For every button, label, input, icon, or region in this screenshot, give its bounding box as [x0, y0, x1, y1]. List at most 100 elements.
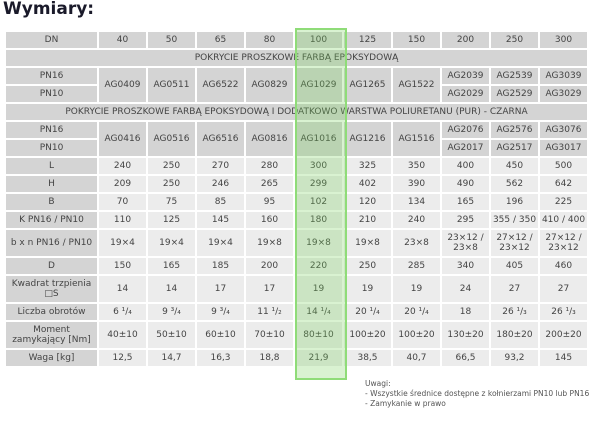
row-value: 642 — [540, 176, 587, 192]
row-value: 14 — [99, 276, 146, 302]
table-row: b x n PN16 / PN10 19×4 19×4 19×4 19×8 19×8 19×… — [6, 230, 587, 256]
row-value: 27×12 / 23×12 — [540, 230, 587, 256]
product-code: AG1216 — [344, 122, 391, 156]
row-value: 165 — [442, 194, 489, 210]
product-code: AG6516 — [197, 122, 244, 156]
product-code: AG0516 — [148, 122, 195, 156]
row-value: 295 — [442, 212, 489, 228]
row-value: 18 — [442, 304, 489, 320]
row-value: 165 — [148, 258, 195, 274]
dn-value: 80 — [246, 32, 293, 48]
product-code: AG6522 — [197, 68, 244, 102]
row-label: Liczba obrotów — [6, 304, 97, 320]
row-label: Waga [kg] — [6, 350, 97, 366]
table-row: H 209 250 246 265 299 402 390 490 562 642 — [6, 176, 587, 192]
row-value: 27×12 / 23×12 — [491, 230, 538, 256]
product-code-pn10: AG2029 — [442, 86, 489, 102]
page-title: Wymiary: — [3, 0, 95, 19]
row-value: 125 — [148, 212, 195, 228]
row-value: 180 — [295, 212, 342, 228]
row-value: 20 ¹/₄ — [393, 304, 440, 320]
row-value: 390 — [393, 176, 440, 192]
row-value: 100±20 — [344, 322, 391, 348]
row-value: 270 — [197, 158, 244, 174]
row-value: 19×4 — [99, 230, 146, 256]
row-value: 19 — [344, 276, 391, 302]
table-row: B 70 75 85 95 102 120 134 165 196 225 — [6, 194, 587, 210]
row-value: 250 — [344, 258, 391, 274]
row-value: 450 — [491, 158, 538, 174]
row-value: 110 — [99, 212, 146, 228]
row-value: 23×8 — [393, 230, 440, 256]
row-value: 20 ¹/₄ — [344, 304, 391, 320]
product-code-pn10: AG2017 — [442, 140, 489, 156]
row-value: 11 ¹/₂ — [246, 304, 293, 320]
row-value: 27 — [491, 276, 538, 302]
row-value: 102 — [295, 194, 342, 210]
header-row: DN 40 50 65 80 100 125 150 200 250 300 — [6, 32, 587, 48]
row-value: 220 — [295, 258, 342, 274]
row-value: 240 — [99, 158, 146, 174]
product-code: AG0829 — [246, 68, 293, 102]
product-code-pn10: AG2517 — [491, 140, 538, 156]
row-value: 325 — [344, 158, 391, 174]
dn-value: 40 — [99, 32, 146, 48]
row-value: 93,2 — [491, 350, 538, 366]
row-value: 145 — [197, 212, 244, 228]
row-value: 19×8 — [295, 230, 342, 256]
row-value: 14 — [148, 276, 195, 302]
pn10-row: PN10 AG2017 AG2517 AG3017 — [6, 140, 587, 156]
row-label: H — [6, 176, 97, 192]
table-row: D 150 165 185 200 220 250 285 340 405 460 — [6, 258, 587, 274]
row-value: 280 — [246, 158, 293, 174]
product-code-pn16: AG3039 — [540, 68, 587, 84]
row-value: 21,9 — [295, 350, 342, 366]
row-value: 24 — [442, 276, 489, 302]
product-code: AG1516 — [393, 122, 440, 156]
dn-value: 65 — [197, 32, 244, 48]
row-value: 299 — [295, 176, 342, 192]
row-value: 14,7 — [148, 350, 195, 366]
row-value: 19×8 — [246, 230, 293, 256]
row-value: 9 ³/₄ — [197, 304, 244, 320]
product-code-pn10: AG3017 — [540, 140, 587, 156]
table-row: Kwadrat trzpienia □S 14 14 17 17 19 19 19 24 27 27 — [6, 276, 587, 302]
row-value: 340 — [442, 258, 489, 274]
dn-value: 50 — [148, 32, 195, 48]
row-value: 17 — [246, 276, 293, 302]
row-value: 134 — [393, 194, 440, 210]
row-label: Moment zamykający [Nm] — [6, 322, 97, 348]
product-code-pn16: AG2076 — [442, 122, 489, 138]
pn16-label: PN16 — [6, 122, 97, 138]
product-code: AG1522 — [393, 68, 440, 102]
row-value: 120 — [344, 194, 391, 210]
row-value: 350 — [393, 158, 440, 174]
row-value: 27 — [540, 276, 587, 302]
row-value: 50±10 — [148, 322, 195, 348]
row-value: 200±20 — [540, 322, 587, 348]
dn-value: 125 — [344, 32, 391, 48]
product-code: AG1265 — [344, 68, 391, 102]
row-value: 265 — [246, 176, 293, 192]
product-code-pn16: AG2039 — [442, 68, 489, 84]
row-value: 225 — [540, 194, 587, 210]
row-value: 19 — [295, 276, 342, 302]
row-value: 250 — [148, 158, 195, 174]
row-value: 240 — [393, 212, 440, 228]
notes-heading: Uwagi: — [365, 379, 391, 388]
dn-value: 150 — [393, 32, 440, 48]
pn16-row: PN16 AG0409 AG0511 AG6522 AG0829 AG1029 AG1265… — [6, 68, 587, 102]
row-value: 6 ¹/₄ — [99, 304, 146, 320]
section-row: POKRYCIE PROSZKOWE FARBĄ EPOKSYDOWĄ I DO… — [6, 104, 587, 120]
section-heading: POKRYCIE PROSZKOWE FARBĄ EPOKSYDOWĄ — [6, 50, 587, 66]
row-value: 300 — [295, 158, 342, 174]
row-value: 26 ¹/₃ — [491, 304, 538, 320]
row-value: 200 — [246, 258, 293, 274]
dimensions-table: DN 40 50 65 80 100 125 150 200 250 300 POKRYCIE PRO… — [4, 30, 589, 368]
table-row: K PN16 / PN10 110 125 145 160 180 210 240 295 355… — [6, 212, 587, 228]
note-item: - Zamykanie w prawo — [365, 399, 446, 408]
row-value: 160 — [246, 212, 293, 228]
table-row: Liczba obrotów 6 ¹/₄ 9 ³/₄ 9 ³/₄ 11 ¹/₂ 14 ¹/… — [6, 304, 587, 320]
product-code: AG0416 — [99, 122, 146, 156]
row-value: 210 — [344, 212, 391, 228]
